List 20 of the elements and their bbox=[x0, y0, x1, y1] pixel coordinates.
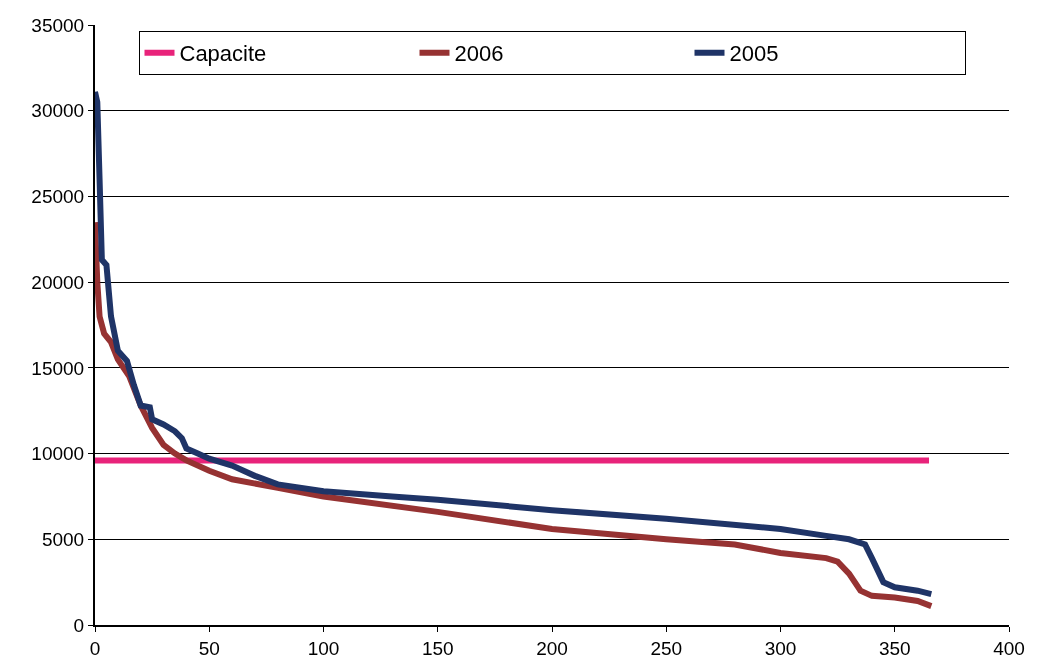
y-tick-label: 15000 bbox=[31, 357, 85, 379]
y-tick-label: 30000 bbox=[31, 100, 85, 122]
x-tick-label: 250 bbox=[650, 637, 683, 659]
x-tick-label: 0 bbox=[89, 637, 101, 659]
x-tick-label: 350 bbox=[878, 637, 911, 659]
x-tick-label: 100 bbox=[307, 637, 340, 659]
y-tick-label: 25000 bbox=[31, 186, 85, 208]
legend-label: 2005 bbox=[729, 41, 779, 67]
y-tick-label: 5000 bbox=[41, 528, 85, 550]
legend-label: 2006 bbox=[454, 41, 504, 67]
y-tick-label: 35000 bbox=[31, 14, 85, 36]
x-tick-label: 400 bbox=[993, 637, 1025, 659]
x-tick-label: 150 bbox=[421, 637, 454, 659]
y-tick-label: 0 bbox=[73, 614, 85, 636]
x-tick-label: 50 bbox=[198, 637, 220, 659]
legend-label: Capacite bbox=[179, 41, 267, 67]
x-tick-label: 300 bbox=[764, 637, 797, 659]
y-tick-label: 10000 bbox=[31, 443, 85, 465]
y-tick-label: 20000 bbox=[31, 271, 85, 293]
x-tick-label: 200 bbox=[536, 637, 568, 659]
